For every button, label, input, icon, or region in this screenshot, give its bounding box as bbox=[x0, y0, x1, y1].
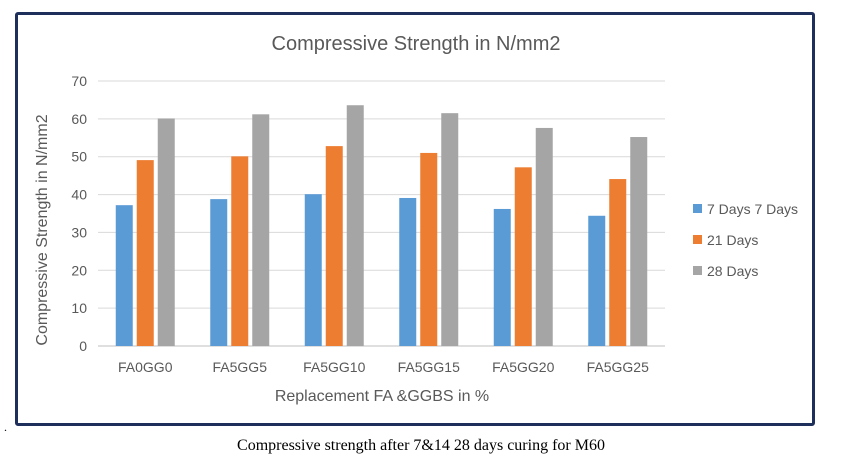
x-tick-label: FA5GG5 bbox=[213, 359, 268, 375]
tick-labels: 0 10 20 30 40 50 60 70 FA0GG0 FA5GG5 FA5GG10 FA5GG1… bbox=[71, 73, 649, 375]
legend-label: 21 Days bbox=[707, 232, 758, 248]
x-tick-label: FA5GG25 bbox=[587, 359, 649, 375]
x-tick-label: FA5GG15 bbox=[398, 359, 460, 375]
bar-fa5gg15-series-2 bbox=[420, 152, 438, 346]
y-tick-label: 50 bbox=[71, 149, 87, 165]
margin-dot: . bbox=[4, 420, 7, 434]
legend: 7 Days 7 Days 21 Days 28 Days bbox=[693, 201, 798, 279]
bar-fa0gg0-series-2 bbox=[136, 160, 154, 346]
bar-fa5gg15-series-1 bbox=[399, 197, 417, 346]
legend-swatch bbox=[693, 204, 702, 213]
chart-title: Compressive Strength in N/mm2 bbox=[272, 33, 561, 55]
bar-fa5gg20-series-2 bbox=[514, 167, 532, 346]
gridlines bbox=[98, 80, 665, 347]
bar-fa5gg25-series-3 bbox=[630, 137, 648, 346]
y-tick-label: 60 bbox=[71, 111, 87, 127]
y-tick-label: 20 bbox=[71, 262, 87, 278]
x-axis-label: Replacement FA &GGBS in % bbox=[275, 388, 489, 405]
y-tick-label: 70 bbox=[71, 73, 87, 89]
bar-fa0gg0-series-1 bbox=[115, 205, 133, 346]
y-tick-label: 10 bbox=[71, 300, 87, 316]
y-tick-label: 0 bbox=[79, 338, 87, 354]
bar-fa5gg25-series-1 bbox=[588, 215, 606, 346]
bar-fa5gg5-series-1 bbox=[210, 199, 228, 346]
legend-swatch bbox=[693, 235, 702, 244]
x-tick-label: FA0GG0 bbox=[118, 359, 173, 375]
bar-fa5gg10-series-3 bbox=[346, 105, 364, 346]
bar-fa0gg0-series-3 bbox=[157, 118, 175, 346]
y-axis-label: Compressive Strength in N/mm2 bbox=[34, 114, 51, 345]
bar-fa5gg10-series-2 bbox=[325, 146, 343, 346]
legend-label: 28 Days bbox=[707, 263, 758, 279]
bar-fa5gg25-series-2 bbox=[609, 179, 627, 346]
bar-fa5gg20-series-3 bbox=[535, 127, 553, 346]
x-tick-label: FA5GG20 bbox=[492, 359, 554, 375]
bars bbox=[115, 105, 648, 346]
y-tick-label: 30 bbox=[71, 224, 87, 240]
figure-caption: Compressive strength after 7&14 28 days … bbox=[237, 437, 605, 454]
bar-fa5gg15-series-3 bbox=[441, 113, 459, 346]
y-tick-label: 40 bbox=[71, 187, 87, 203]
bar-fa5gg5-series-3 bbox=[252, 114, 270, 346]
legend-label: 7 Days 7 Days bbox=[707, 201, 798, 217]
legend-swatch bbox=[693, 266, 702, 275]
bar-fa5gg20-series-1 bbox=[493, 208, 511, 346]
x-tick-label: FA5GG10 bbox=[303, 359, 365, 375]
bar-fa5gg10-series-1 bbox=[304, 194, 322, 346]
bar-fa5gg5-series-2 bbox=[231, 156, 249, 346]
